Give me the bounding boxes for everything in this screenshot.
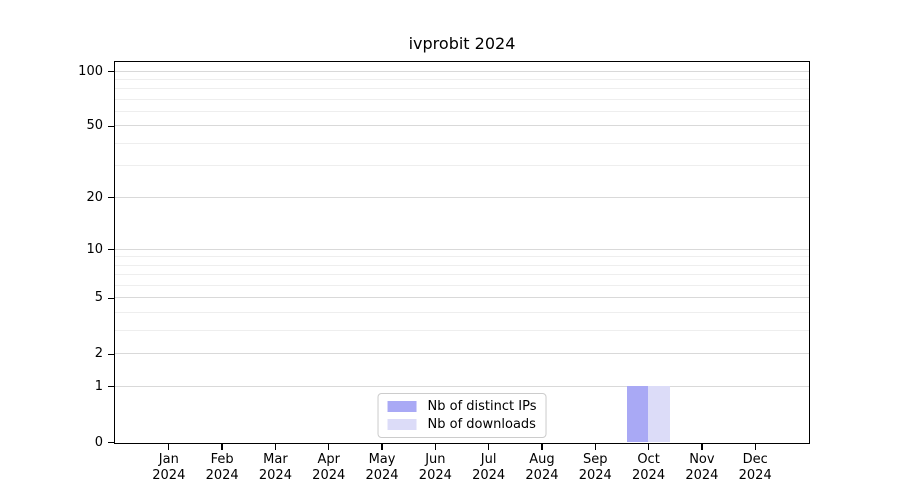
- legend-label-distinct-ips: Nb of distinct IPs: [427, 399, 537, 414]
- y-tick-mark: [108, 353, 114, 355]
- y-tick-label: 2: [94, 346, 103, 362]
- major-gridline: [115, 297, 809, 299]
- x-tick-mark: [434, 444, 436, 450]
- minor-gridline: [115, 264, 809, 266]
- x-tick-mark: [701, 444, 703, 450]
- y-tick-mark: [108, 249, 114, 251]
- x-tick-label: Feb 2024: [205, 452, 239, 483]
- legend: Nb of distinct IPs Nb of downloads: [377, 393, 547, 438]
- bar-distinct-ips: [626, 386, 649, 442]
- x-tick-label: Aug 2024: [525, 452, 559, 483]
- x-tick-mark: [274, 444, 277, 450]
- y-tick-label: 5: [94, 290, 103, 306]
- minor-gridline: [115, 285, 809, 287]
- x-tick-label: Apr 2024: [312, 452, 346, 483]
- legend-item-distinct-ips: Nb of distinct IPs: [387, 399, 537, 414]
- x-tick-label: Jul 2024: [472, 452, 506, 483]
- x-tick-label: Sep 2024: [578, 452, 612, 483]
- minor-gridline: [115, 165, 809, 167]
- x-tick-label: Mar 2024: [258, 452, 292, 483]
- minor-gridline: [115, 256, 809, 258]
- y-tick-mark: [108, 197, 114, 199]
- x-tick-label: Oct 2024: [632, 452, 666, 483]
- x-tick-mark: [488, 444, 490, 450]
- minor-gridline: [115, 142, 809, 144]
- major-gridline: [115, 385, 809, 387]
- x-tick-mark: [168, 444, 170, 450]
- x-tick-label: May 2024: [365, 452, 399, 483]
- major-gridline: [115, 196, 809, 198]
- y-tick-label: 10: [86, 241, 103, 257]
- x-tick-mark: [381, 444, 383, 450]
- y-tick-mark: [108, 441, 114, 444]
- minor-gridline: [115, 274, 809, 276]
- x-tick-label: Jun 2024: [418, 452, 452, 483]
- x-tick-label: Nov 2024: [685, 452, 719, 483]
- bar-downloads: [648, 386, 670, 442]
- x-tick-label: Dec 2024: [738, 452, 772, 483]
- x-tick-mark: [594, 444, 596, 450]
- x-tick-mark: [221, 444, 223, 450]
- chart-title: ivprobit 2024: [408, 34, 516, 53]
- x-tick-mark: [754, 444, 756, 450]
- y-tick-label: 20: [86, 189, 103, 205]
- x-tick-label: Jan 2024: [152, 452, 186, 483]
- minor-gridline: [115, 312, 809, 314]
- major-gridline: [115, 353, 809, 355]
- y-tick-label: 1: [94, 378, 103, 394]
- major-gridline: [115, 125, 809, 127]
- x-tick-mark: [647, 444, 650, 450]
- minor-gridline: [115, 98, 809, 100]
- minor-gridline: [115, 78, 809, 80]
- minor-gridline: [115, 88, 809, 90]
- x-tick-mark: [541, 444, 543, 450]
- legend-swatch-downloads-icon: [387, 419, 417, 430]
- legend-swatch-distinct-ips-icon: [387, 401, 417, 412]
- y-tick-mark: [108, 125, 114, 128]
- y-tick-label: 100: [78, 63, 103, 79]
- minor-gridline: [115, 111, 809, 113]
- minor-gridline: [115, 330, 809, 332]
- legend-item-downloads: Nb of downloads: [387, 417, 537, 432]
- legend-label-downloads: Nb of downloads: [427, 417, 536, 432]
- y-tick-mark: [108, 386, 114, 388]
- y-tick-mark: [108, 297, 114, 300]
- y-tick-label: 0: [94, 434, 103, 450]
- major-gridline: [115, 70, 809, 72]
- x-tick-mark: [328, 444, 330, 450]
- y-tick-label: 50: [86, 118, 103, 134]
- y-tick-mark: [108, 70, 114, 73]
- plot-area: [114, 61, 810, 444]
- major-gridline: [115, 248, 809, 250]
